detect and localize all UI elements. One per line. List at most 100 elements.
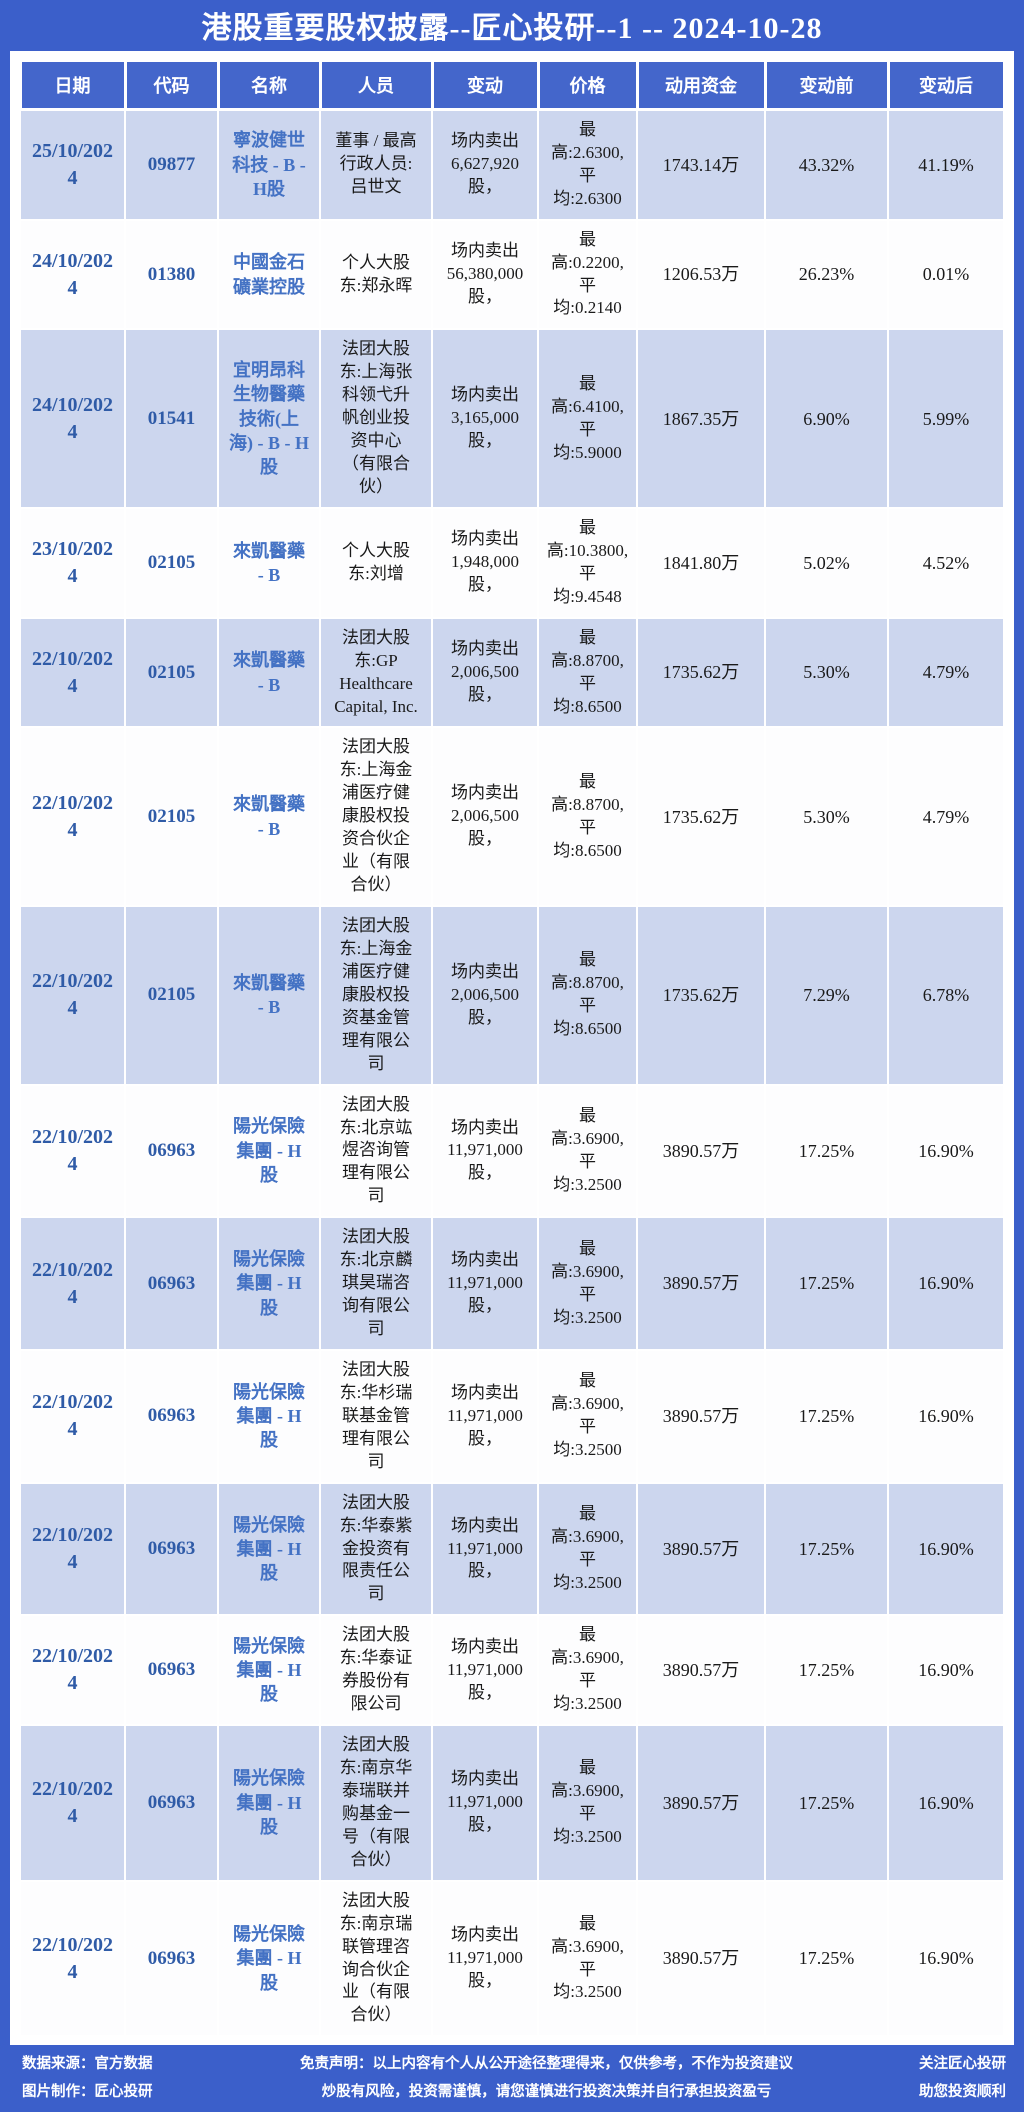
cell-price: 最高:3.6900, 平均:3.2500: [537, 1216, 638, 1351]
cell-after: 16.90%: [887, 1216, 1005, 1351]
cell-name: 陽光保險集團 - H股: [217, 1879, 321, 2038]
cell-code: 02105: [124, 726, 219, 908]
cell-name: 中國金石礦業控股: [217, 218, 321, 331]
cell-after: 16.90%: [887, 1879, 1005, 2038]
cell-date: 22/10/2024: [19, 1724, 126, 1882]
cell-person: 法团大股东:上海金浦医疗健康股权投资基金管理有限公司: [319, 905, 433, 1086]
cell-date: 22/10/2024: [19, 905, 126, 1086]
cell-date: 24/10/2024: [19, 218, 126, 331]
cell-after: 41.19%: [887, 108, 1005, 221]
cell-change: 场内卖出56,380,000股，: [431, 218, 539, 331]
cell-after: 4.79%: [887, 616, 1005, 729]
cell-price: 最高:3.6900, 平均:3.2500: [537, 1481, 638, 1617]
cell-date: 22/10/2024: [19, 1481, 126, 1617]
cell-capital: 3890.57万: [636, 1083, 766, 1219]
cell-before: 26.23%: [764, 218, 889, 331]
table-row: 22/10/2024 06963 陽光保險集團 - H股 法团大股东:南京瑞联管…: [19, 1879, 1005, 2038]
cell-change: 场内卖出3,165,000股，: [431, 328, 539, 509]
cell-price: 最高:0.2200, 平均:0.2140: [537, 218, 638, 331]
cell-name: 來凱醫藥 - B: [217, 616, 321, 729]
cell-person: 法团大股东:华杉瑞联基金管理有限公司: [319, 1348, 433, 1484]
cell-person: 法团大股东:华泰证券股份有限公司: [319, 1614, 433, 1727]
cell-date: 22/10/2024: [19, 1614, 126, 1727]
cell-capital: 3890.57万: [636, 1481, 766, 1617]
cell-change: 场内卖出1,948,000股，: [431, 506, 539, 619]
cell-price: 最高:10.3800, 平均:9.4548: [537, 506, 638, 619]
cell-change: 场内卖出11,971,000股，: [431, 1481, 539, 1617]
cell-before: 5.02%: [764, 506, 889, 619]
cell-before: 5.30%: [764, 726, 889, 908]
cell-change: 场内卖出11,971,000股，: [431, 1348, 539, 1484]
footer-source-line1: 数据来源：官方数据: [22, 2056, 153, 2073]
cell-date: 22/10/2024: [19, 616, 126, 729]
table-row: 22/10/2024 06963 陽光保險集團 - H股 法团大股东:北京竑煜咨…: [19, 1083, 1005, 1219]
cell-price: 最高:2.6300, 平均:2.6300: [537, 108, 638, 221]
cell-before: 17.25%: [764, 1481, 889, 1617]
cell-price: 最高:3.6900, 平均:3.2500: [537, 1348, 638, 1484]
table-row: 24/10/2024 01541 宜明昂科生物醫藥技術(上海) - B - H股…: [19, 328, 1005, 509]
cell-date: 23/10/2024: [19, 506, 126, 619]
footer-brand: 关注匠心投研 助您投资顺利: [856, 2051, 1024, 2106]
cell-capital: 3890.57万: [636, 1614, 766, 1727]
cell-before: 5.30%: [764, 616, 889, 729]
cell-before: 17.25%: [764, 1724, 889, 1882]
cell-code: 06963: [124, 1083, 219, 1219]
cell-change: 场内卖出2,006,500股，: [431, 616, 539, 729]
cell-code: 06963: [124, 1879, 219, 2038]
table-row: 24/10/2024 01380 中國金石礦業控股 个人大股东:郑永晖 场内卖出…: [19, 218, 1005, 331]
cell-change: 场内卖出11,971,000股，: [431, 1216, 539, 1351]
cell-date: 24/10/2024: [19, 328, 126, 509]
table-row: 23/10/2024 02105 來凱醫藥 - B 个人大股东:刘增 场内卖出1…: [19, 506, 1005, 619]
cell-capital: 1206.53万: [636, 218, 766, 331]
table-row: 22/10/2024 06963 陽光保險集團 - H股 法团大股东:北京麟琪昊…: [19, 1216, 1005, 1351]
footer-source-line2: 图片制作：匠心投研: [22, 2083, 153, 2100]
header-row: 日期 代码 名称 人员 变动 价格 动用资金 变动前 变动后: [18, 58, 1006, 111]
footer-source: 数据来源：官方数据 图片制作：匠心投研: [0, 2051, 237, 2106]
cell-capital: 1735.62万: [636, 905, 766, 1086]
cell-person: 法团大股东:南京瑞联管理咨询合伙企业（有限合伙）: [319, 1879, 433, 2038]
cell-name: 來凱醫藥 - B: [217, 506, 321, 619]
cell-after: 16.90%: [887, 1614, 1005, 1727]
cell-date: 22/10/2024: [19, 1083, 126, 1219]
cell-person: 法团大股东:上海张科领弋升帆创业投资中心（有限合伙）: [319, 328, 433, 509]
column-header: 变动后: [886, 58, 1006, 111]
table-row: 22/10/2024 06963 陽光保險集團 - H股 法团大股东:华杉瑞联基…: [19, 1348, 1005, 1484]
cell-capital: 1735.62万: [636, 726, 766, 908]
cell-price: 最高:3.6900, 平均:3.2500: [537, 1083, 638, 1219]
cell-after: 16.90%: [887, 1724, 1005, 1882]
cell-name: 陽光保險集團 - H股: [217, 1481, 321, 1617]
cell-capital: 1743.14万: [636, 108, 766, 221]
table-row: 22/10/2024 02105 來凱醫藥 - B 法团大股东:上海金浦医疗健康…: [19, 905, 1005, 1086]
cell-code: 02105: [124, 506, 219, 619]
cell-person: 法团大股东:南京华泰瑞联并购基金一号（有限合伙）: [319, 1724, 433, 1882]
cell-name: 陽光保險集團 - H股: [217, 1083, 321, 1219]
cell-date: 22/10/2024: [19, 726, 126, 908]
cell-before: 17.25%: [764, 1614, 889, 1727]
cell-price: 最高:3.6900, 平均:3.2500: [537, 1724, 638, 1882]
column-header: 变动前: [763, 58, 890, 111]
table-row: 22/10/2024 06963 陽光保險集團 - H股 法团大股东:南京华泰瑞…: [19, 1724, 1005, 1882]
cell-person: 个人大股东:刘增: [319, 506, 433, 619]
cell-capital: 3890.57万: [636, 1724, 766, 1882]
cell-price: 最高:3.6900, 平均:3.2500: [537, 1614, 638, 1727]
cell-before: 17.25%: [764, 1216, 889, 1351]
table-body: 25/10/2024 09877 寧波健世科技 - B - H股 董事 / 最高…: [19, 108, 1005, 2038]
cell-after: 4.52%: [887, 506, 1005, 619]
cell-date: 22/10/2024: [19, 1216, 126, 1351]
cell-person: 法团大股东:GP Healthcare Capital, Inc.: [319, 616, 433, 729]
cell-code: 02105: [124, 616, 219, 729]
table-row: 25/10/2024 09877 寧波健世科技 - B - H股 董事 / 最高…: [19, 108, 1005, 221]
cell-capital: 3890.57万: [636, 1216, 766, 1351]
cell-change: 场内卖出11,971,000股，: [431, 1083, 539, 1219]
cell-before: 43.32%: [764, 108, 889, 221]
cell-after: 6.78%: [887, 905, 1005, 1086]
table-row: 22/10/2024 06963 陽光保險集團 - H股 法团大股东:华泰紫金投…: [19, 1481, 1005, 1617]
cell-date: 22/10/2024: [19, 1879, 126, 2038]
cell-code: 01380: [124, 218, 219, 331]
cell-name: 來凱醫藥 - B: [217, 905, 321, 1086]
cell-price: 最高:6.4100, 平均:5.9000: [537, 328, 638, 509]
cell-code: 06963: [124, 1348, 219, 1484]
cell-person: 法团大股东:上海金浦医疗健康股权投资合伙企业（有限合伙）: [319, 726, 433, 908]
cell-code: 06963: [124, 1724, 219, 1882]
